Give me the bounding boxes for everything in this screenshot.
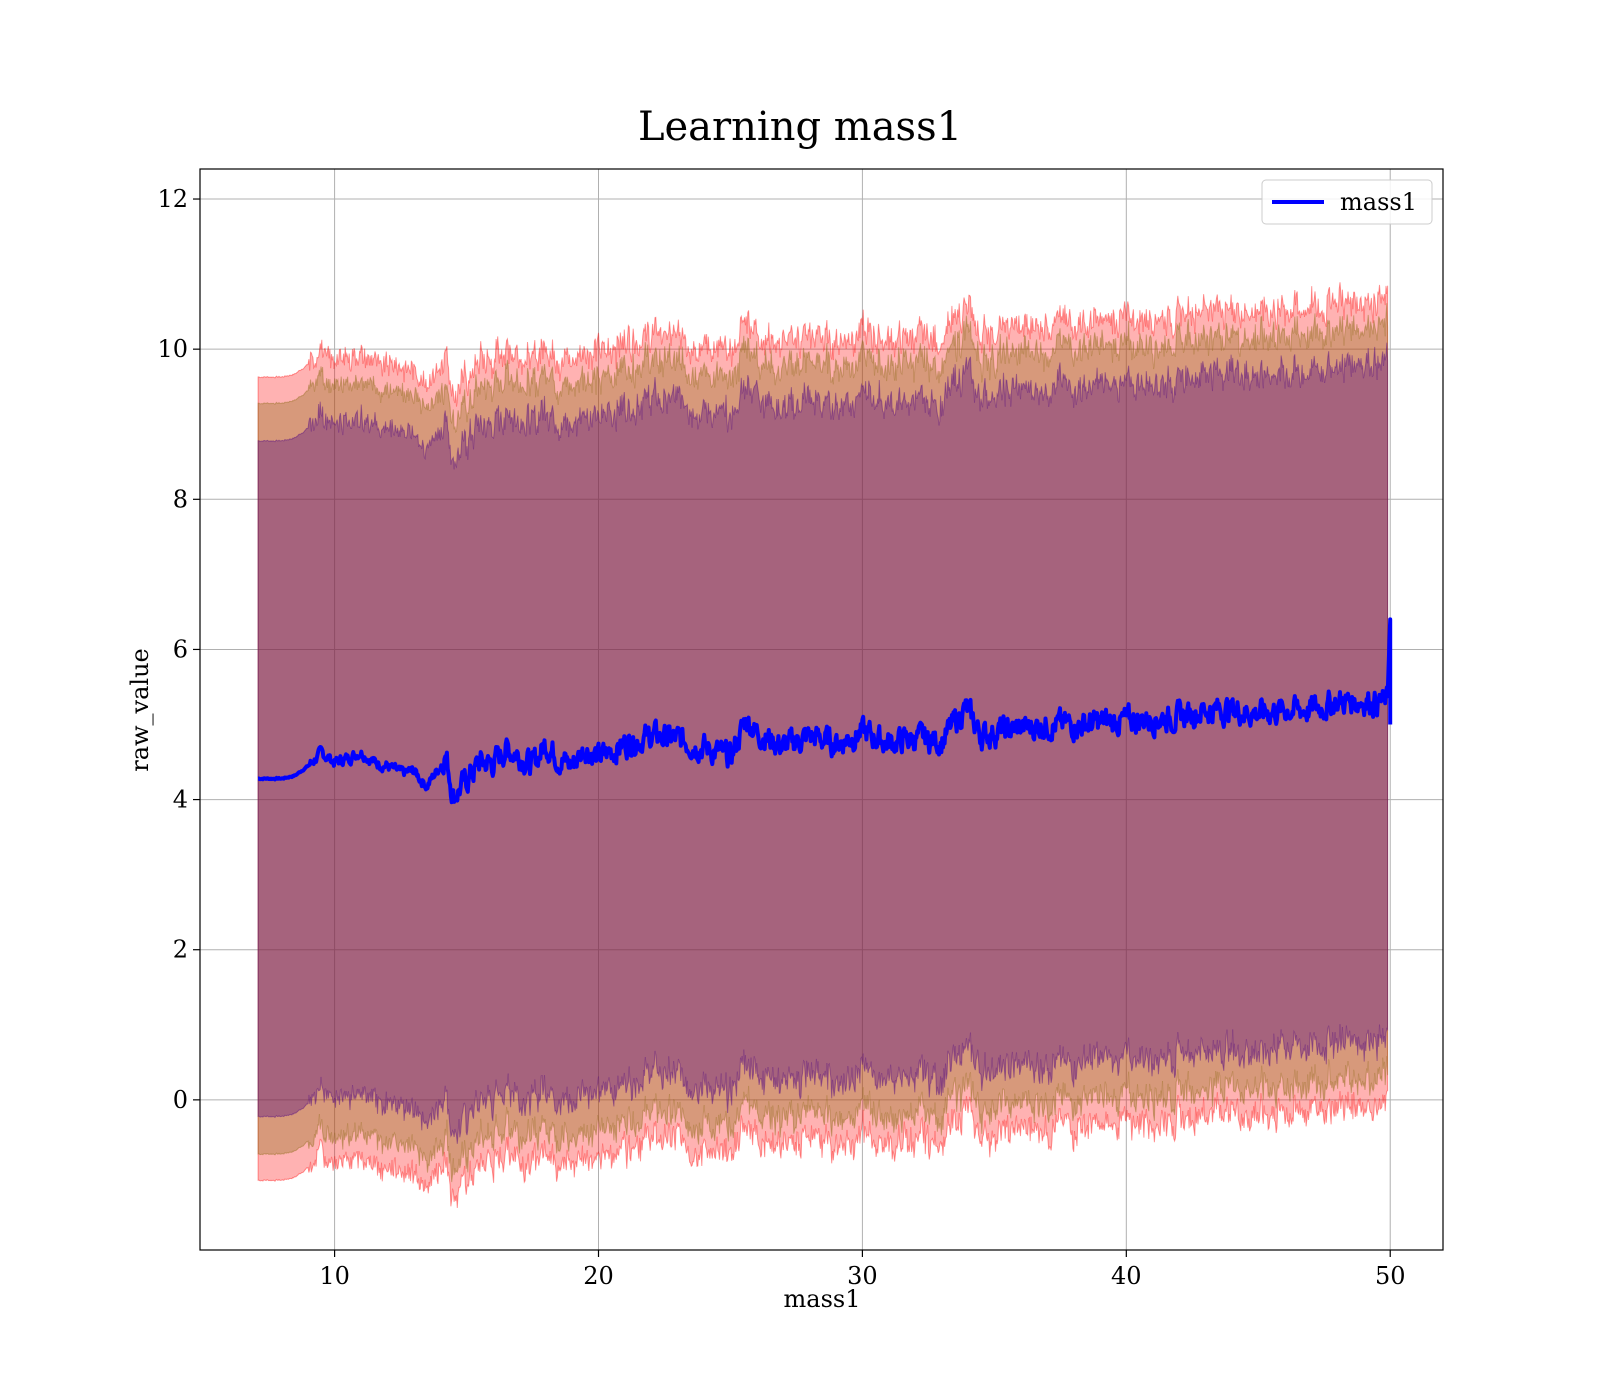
grid-lines	[200, 169, 1443, 1250]
plot-frame	[199, 168, 1444, 1251]
x-axis-label: mass1	[784, 1285, 861, 1313]
y-axis-ticks: 0 2 4 6 8 10 12	[157, 185, 200, 1114]
y-tick-label: 8	[173, 485, 188, 513]
confidence-bands	[257, 282, 1389, 1209]
y-tick-label: 10	[157, 335, 188, 363]
y-tick-label: 6	[173, 635, 188, 663]
y-axis-label: raw_value	[126, 648, 154, 772]
series-lines	[256, 617, 1393, 805]
legend-label: mass1	[1340, 188, 1417, 216]
legend-box	[1261, 179, 1433, 225]
legend: mass1	[1261, 179, 1433, 225]
x-tick-label: 40	[1111, 1262, 1142, 1290]
series-line-mass1	[256, 617, 1393, 805]
x-tick-label: 10	[319, 1262, 350, 1290]
y-tick-label: 2	[173, 936, 188, 964]
x-axis-ticks: 10 20 30 40 50	[319, 1250, 1405, 1290]
y-tick-label: 12	[157, 185, 188, 213]
x-tick-label: 50	[1375, 1262, 1406, 1290]
y-tick-label: 0	[173, 1086, 188, 1114]
x-tick-label: 20	[583, 1262, 614, 1290]
x-tick-label: 30	[847, 1262, 878, 1290]
chart-title: Learning mass1	[638, 104, 962, 150]
y-tick-label: 4	[173, 786, 188, 814]
